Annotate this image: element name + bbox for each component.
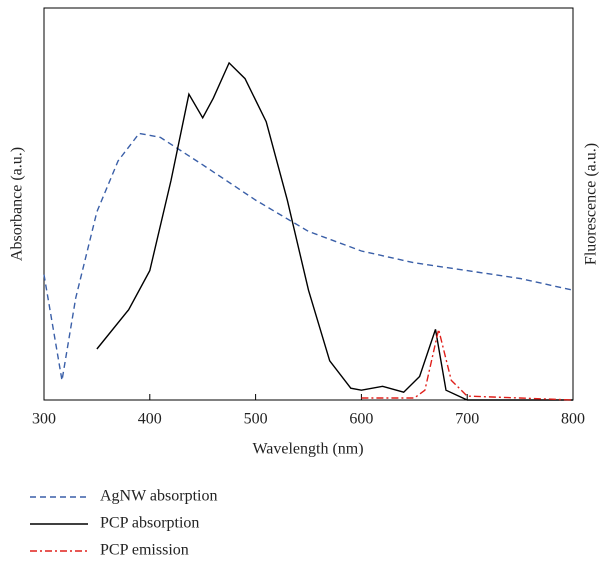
plot-frame — [43, 7, 574, 401]
legend-label: PCP absorption — [100, 515, 199, 532]
legend-label: PCP emission — [100, 542, 189, 559]
series-line — [361, 329, 574, 401]
x-tick-label: 500 — [244, 411, 268, 428]
series-line — [96, 61, 573, 401]
x-tick-label: 300 — [32, 411, 56, 428]
x-tick-label: 400 — [138, 411, 162, 428]
series-line — [43, 132, 574, 381]
x-tick-label: 800 — [561, 411, 585, 428]
x-tick-label: 600 — [349, 411, 373, 428]
y-axis-label: Absorbance (a.u.) — [9, 147, 26, 261]
y2-axis-label: Fluorescence (a.u.) — [583, 143, 600, 265]
x-tick-label: 700 — [455, 411, 479, 428]
legend-label: AgNW absorption — [100, 488, 217, 505]
x-axis-label: Wavelength (nm) — [252, 441, 363, 458]
